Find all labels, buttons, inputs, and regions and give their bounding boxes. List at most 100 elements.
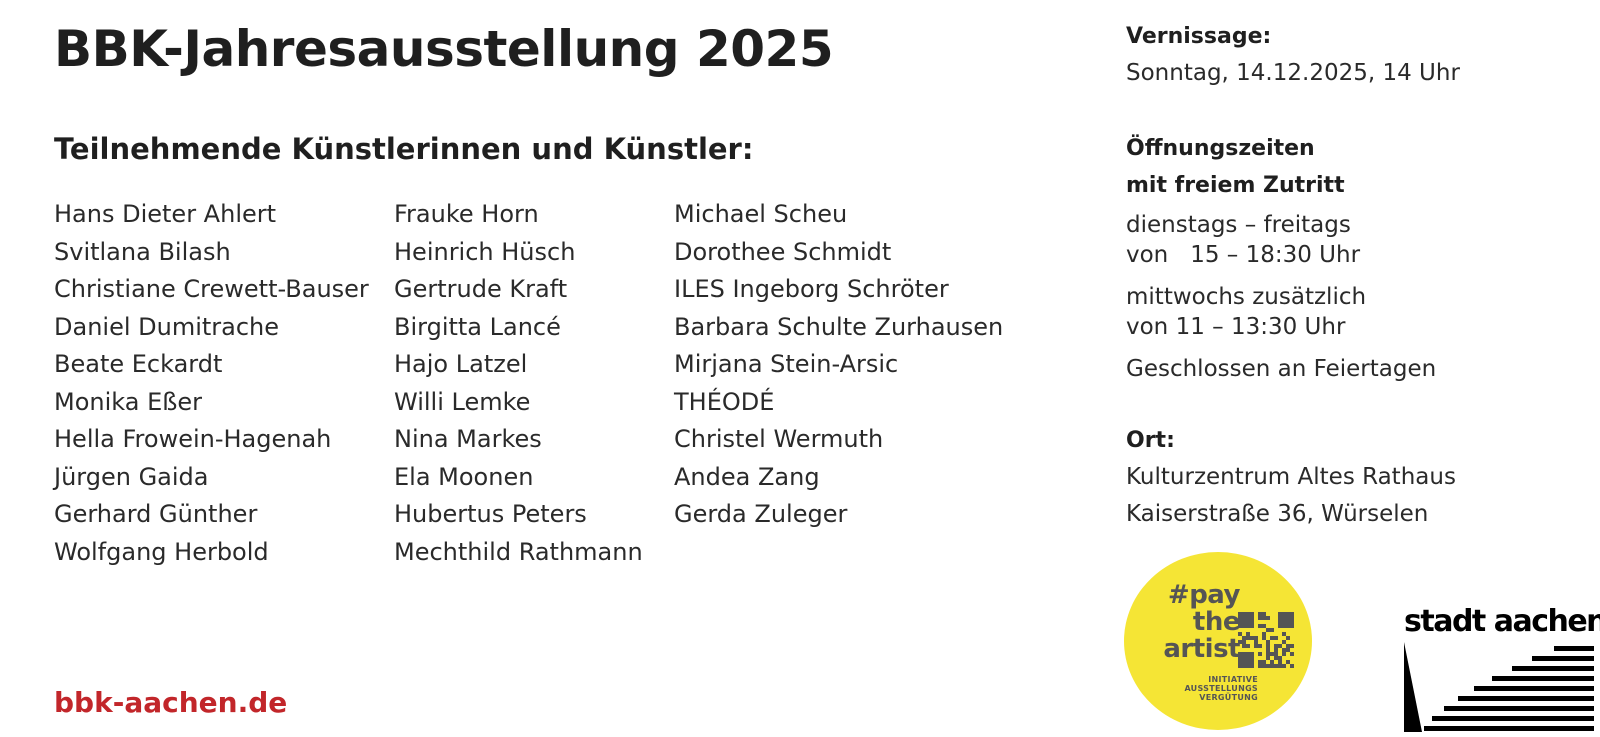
hours-days: mittwochs zusätzlich: [1126, 284, 1367, 310]
hours-block-tue-fri: dienstags – freitags von 15 – 18:30 Uhr: [1126, 210, 1436, 270]
qr-module: [1278, 624, 1282, 628]
qr-module: [1266, 648, 1270, 652]
artist-name: Heinrich Hüsch: [394, 237, 576, 266]
qr-module: [1286, 636, 1290, 640]
artist-name: Andea Zang: [674, 462, 820, 491]
artist-name: Christel Wermuth: [674, 425, 884, 453]
qr-module: [1242, 656, 1246, 660]
qr-module: [1278, 660, 1282, 664]
qr-module: [1250, 656, 1254, 660]
pay-the-artist-badge: #pay the artist INITIATIVE AUSSTELLUNGS …: [1124, 552, 1312, 730]
artist-name: Ela Moonen: [394, 462, 534, 491]
qr-code-icon: [1238, 612, 1294, 668]
artist-list-column-1: Hans Dieter Ahlert Svitlana Bilash Chris…: [54, 196, 369, 571]
qr-module: [1238, 664, 1242, 668]
artist-name: Mechthild Rathmann: [394, 537, 643, 566]
qr-module: [1282, 632, 1286, 636]
artist-name: Beate Eckardt: [54, 350, 223, 378]
qr-module: [1266, 640, 1270, 644]
qr-module: [1250, 612, 1254, 616]
qr-module: [1286, 612, 1290, 616]
qr-module: [1278, 612, 1282, 616]
vernissage-info: Vernissage: Sonntag, 14.12.2025, 14 Uhr: [1126, 18, 1460, 92]
qr-module: [1282, 624, 1286, 628]
qr-module: [1258, 644, 1262, 648]
location-address: Kaiserstraße 36, Würselen: [1126, 501, 1429, 527]
qr-module: [1250, 636, 1254, 640]
qr-module: [1274, 648, 1278, 652]
qr-module: [1242, 612, 1246, 616]
artist-name: Nina Markes: [394, 425, 542, 453]
hours-closed-note: Geschlossen an Feiertagen: [1126, 354, 1436, 384]
pay-line: the: [1192, 607, 1241, 637]
qr-module: [1262, 664, 1266, 668]
qr-module: [1242, 652, 1246, 656]
pay-the-artist-subtitle: INITIATIVE AUSSTELLUNGS VERGÜTUNG: [1176, 675, 1258, 702]
qr-module: [1282, 612, 1286, 616]
artist-name: Gerhard Günther: [54, 500, 258, 528]
artist-name: Hajo Latzel: [394, 350, 528, 378]
qr-module: [1290, 664, 1294, 668]
qr-module: [1286, 620, 1290, 624]
artist-name: Michael Scheu: [674, 200, 848, 228]
qr-module: [1246, 620, 1250, 624]
qr-module: [1278, 620, 1282, 624]
qr-module: [1278, 664, 1282, 668]
closed-note-text: Geschlossen an Feiertagen: [1126, 356, 1437, 382]
location-heading: Ort:: [1126, 428, 1175, 453]
qr-module: [1274, 664, 1278, 668]
stadt-aachen-logo: stadt aachen: [1404, 604, 1600, 732]
qr-module: [1250, 616, 1254, 620]
qr-module: [1270, 660, 1274, 664]
qr-module: [1274, 636, 1278, 640]
qr-module: [1242, 644, 1246, 648]
pay-the-artist-text: #pay the artist: [1154, 582, 1240, 663]
qr-module: [1238, 612, 1242, 616]
qr-module: [1270, 636, 1274, 640]
location-info: Ort: Kulturzentrum Altes Rathaus Kaisers…: [1126, 422, 1456, 533]
qr-module: [1250, 624, 1254, 628]
artist-name: Hella Frowein-Hagenah: [54, 425, 332, 453]
qr-module: [1274, 656, 1278, 660]
artist-name: Barbara Schulte Zurhausen: [674, 312, 1004, 341]
qr-module: [1250, 660, 1254, 664]
qr-module: [1258, 612, 1262, 616]
hours-block-wed: mittwochs zusätzlich von 11 – 13:30 Uhr: [1126, 282, 1436, 342]
qr-module: [1254, 644, 1258, 648]
qr-module: [1262, 612, 1266, 616]
qr-module: [1262, 632, 1266, 636]
artist-name: Hubertus Peters: [394, 500, 587, 528]
qr-module: [1258, 660, 1262, 664]
opening-hours-heading: Öffnungszeiten: [1126, 136, 1315, 161]
hours-times: von 11 – 13:30 Uhr: [1126, 314, 1346, 340]
page-title: BBK-Jahresausstellung 2025: [54, 20, 834, 78]
qr-module: [1238, 624, 1242, 628]
qr-module: [1286, 644, 1290, 648]
pay-line: artist: [1163, 634, 1240, 664]
free-admission-heading: mit freiem Zutritt: [1126, 173, 1345, 198]
website-link[interactable]: bbk-aachen.de: [54, 686, 288, 719]
qr-module: [1286, 660, 1290, 664]
qr-module: [1278, 656, 1282, 660]
qr-module: [1242, 620, 1246, 624]
qr-module: [1242, 664, 1246, 668]
qr-module: [1246, 644, 1250, 648]
qr-module: [1274, 652, 1278, 656]
qr-module: [1246, 660, 1250, 664]
qr-module: [1254, 636, 1258, 640]
qr-module: [1286, 624, 1290, 628]
qr-module: [1238, 660, 1242, 664]
qr-module: [1282, 640, 1286, 644]
qr-module: [1246, 636, 1250, 640]
qr-module: [1246, 656, 1250, 660]
qr-module: [1282, 664, 1286, 668]
qr-module: [1258, 624, 1262, 628]
qr-module: [1238, 640, 1242, 644]
qr-module: [1290, 620, 1294, 624]
qr-module: [1242, 624, 1246, 628]
artist-name: Birgitta Lancé: [394, 312, 561, 341]
qr-module: [1266, 656, 1270, 660]
stadt-aachen-wordmark: stadt aachen: [1404, 604, 1600, 639]
qr-module: [1238, 620, 1242, 624]
qr-module: [1266, 664, 1270, 668]
